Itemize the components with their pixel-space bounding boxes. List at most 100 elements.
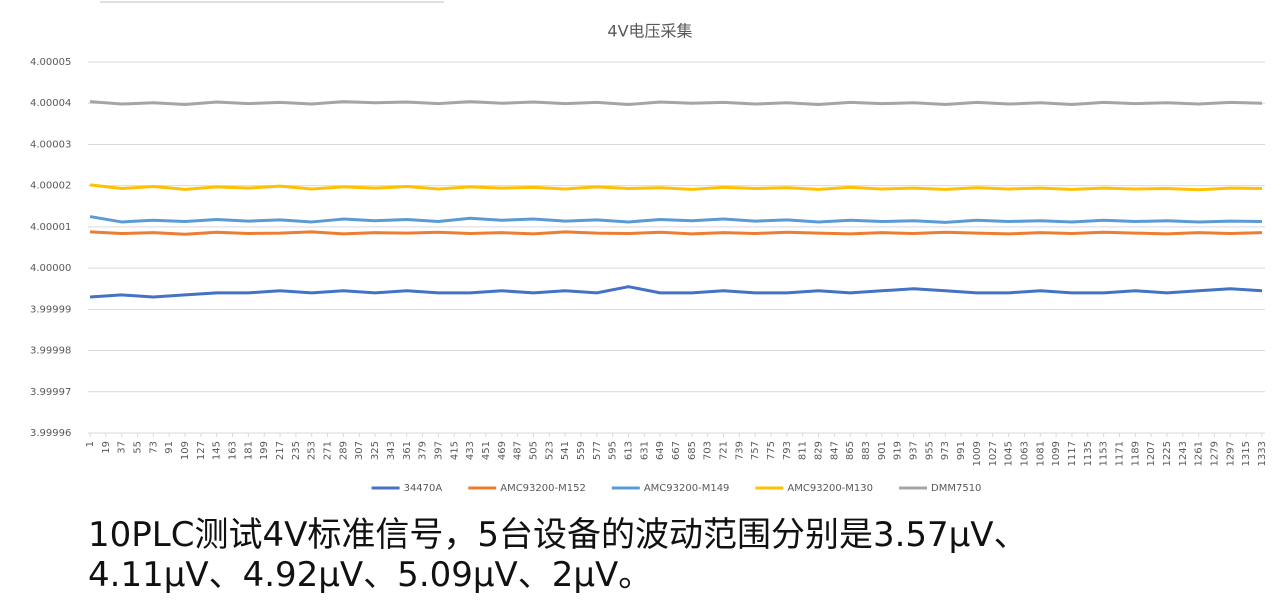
series-line [89,183,1263,192]
y-tick-label: 3.99998 [30,346,71,357]
y-tick-label: 4.00001 [30,222,71,233]
x-tick-label: 325 [370,441,381,460]
x-tick-label: 811 [798,441,809,460]
x-tick-label: 1099 [1051,441,1062,466]
x-tick-label: 577 [592,441,603,460]
x-tick-label: 451 [481,441,492,460]
x-tick-label: 19 [101,441,112,454]
x-tick-label: 1027 [988,441,999,466]
x-tick-label: 865 [845,441,856,460]
x-tick-label: 667 [671,441,682,460]
x-tick-label: 343 [386,441,397,460]
x-tick-label: 1225 [1162,441,1173,466]
x-tick-label: 73 [148,441,159,454]
x-tick-label: 433 [465,441,476,460]
x-tick-label: 127 [196,441,207,460]
x-tick-label: 883 [861,441,872,460]
x-tick-label: 1081 [1035,441,1046,466]
x-tick-label: 163 [228,441,239,460]
x-tick-label: 955 [924,441,935,460]
legend-label: AMC93200-M152 [500,483,586,494]
series-line [89,100,1263,106]
y-tick-label: 3.99997 [30,387,71,398]
x-tick-label: 109 [180,441,191,460]
x-tick-label: 1261 [1194,441,1205,466]
x-tick-label: 685 [687,441,698,460]
y-tick-label: 4.00003 [30,139,71,150]
x-tick-label: 271 [323,441,334,460]
x-tick-label: 307 [354,441,365,460]
x-tick-label: 775 [766,441,777,460]
series-line [89,285,1263,299]
x-tick-label: 559 [576,441,587,460]
x-tick-label: 361 [402,441,413,460]
x-tick-label: 1045 [1004,441,1015,466]
legend-label: AMC93200-M130 [787,483,873,494]
x-tick-label: 919 [893,441,904,460]
series-line [89,215,1263,224]
x-tick-label: 1 [85,441,96,447]
x-tick-label: 901 [877,441,888,460]
y-tick-label: 4.00002 [30,181,71,192]
x-tick-label: 1207 [1146,441,1157,466]
x-tick-label: 1135 [1083,441,1094,466]
caption-line: 10PLC测试4V标准信号，5台设备的波动范围分别是3.57μV、 [88,515,1028,555]
y-tick-label: 3.99996 [30,428,71,439]
y-tick-label: 4.00000 [30,263,71,274]
x-tick-label: 415 [449,441,460,460]
x-tick-label: 721 [719,441,730,460]
x-tick-label: 145 [212,441,223,460]
x-tick-label: 235 [291,441,302,460]
x-tick-label: 1315 [1241,441,1252,466]
x-tick-label: 523 [544,441,555,460]
caption-line: 4.11μV、4.92μV、5.09μV、2μV。 [88,555,653,595]
x-tick-label: 91 [164,441,175,454]
x-tick-label: 217 [275,441,286,460]
x-tick-label: 649 [655,441,666,460]
legend-label: AMC93200-M149 [644,483,730,494]
y-tick-label: 4.00005 [30,57,71,68]
legend-label: DMM7510 [931,483,981,494]
y-tick-label: 3.99999 [30,304,71,315]
x-tick-label: 1297 [1225,441,1236,466]
x-tick-label: 181 [243,441,254,460]
x-tick-label: 487 [513,441,524,460]
x-tick-label: 397 [433,441,444,460]
x-tick-label: 1153 [1099,441,1110,466]
x-tick-label: 55 [133,441,144,454]
chart-title: 4V电压采集 [607,22,692,41]
x-tick-label: 1171 [1114,441,1125,466]
x-tick-label: 757 [750,441,761,460]
x-tick-label: 253 [307,441,318,460]
x-tick-label: 505 [528,441,539,460]
x-tick-label: 469 [497,441,508,460]
x-tick-label: 937 [909,441,920,460]
x-tick-label: 991 [956,441,967,460]
x-tick-label: 1333 [1257,441,1268,466]
legend-label: 34470A [404,483,443,494]
x-tick-label: 829 [814,441,825,460]
x-tick-label: 613 [623,441,634,460]
x-tick-label: 847 [829,441,840,460]
x-tick-label: 541 [560,441,571,460]
series-line [89,230,1263,236]
x-tick-label: 37 [117,441,128,454]
x-tick-label: 595 [608,441,619,460]
x-tick-label: 1243 [1178,441,1189,466]
x-tick-label: 703 [703,441,714,460]
x-tick-label: 1189 [1130,441,1141,466]
x-tick-label: 631 [639,441,650,460]
x-tick-label: 1009 [972,441,983,466]
x-tick-label: 973 [940,441,951,460]
x-tick-label: 1117 [1067,441,1078,466]
x-tick-label: 1279 [1209,441,1220,466]
x-tick-label: 1063 [1019,441,1030,466]
x-tick-label: 739 [734,441,745,460]
x-tick-label: 379 [418,441,429,460]
x-tick-label: 289 [338,441,349,460]
x-tick-label: 793 [782,441,793,460]
y-tick-label: 4.00004 [30,98,71,109]
x-tick-label: 199 [259,441,270,460]
chart: 4V电压采集 3.99996 3.99997 3.99998 3.99999 4.000… [30,1,1268,494]
